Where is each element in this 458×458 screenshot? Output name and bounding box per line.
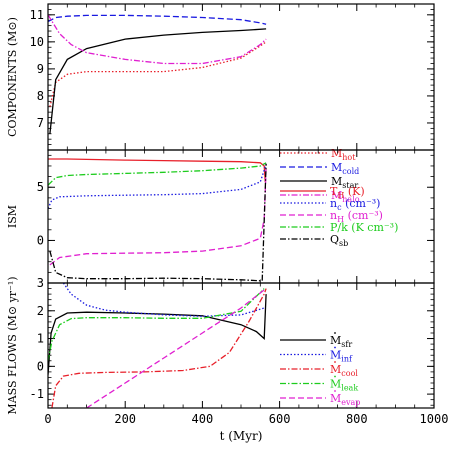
legend-main: M xyxy=(330,349,341,362)
legend-sub: star xyxy=(342,181,358,190)
y-tick-label: -1 xyxy=(30,387,44,401)
legend-main: M xyxy=(330,378,341,391)
legend-main: T xyxy=(330,185,338,198)
series-Mdot_leak xyxy=(48,288,265,361)
y-tick-label: 7 xyxy=(37,116,44,130)
legend-main: M xyxy=(330,392,341,405)
legend-sub: c xyxy=(337,203,342,212)
legend-sub: sb xyxy=(339,239,348,248)
legend-entry-Mdot_cool: Mcool xyxy=(330,363,358,378)
panel-frame xyxy=(47,282,435,409)
legend-entry-T_H: TH (K) xyxy=(330,185,365,200)
series-Mdot_inf xyxy=(62,283,265,317)
legend-overdot xyxy=(334,346,336,349)
series-Mdot_evap xyxy=(86,289,265,408)
x-tick-label: 0 xyxy=(44,412,51,426)
legend-main: n xyxy=(330,197,337,210)
legend-entry-M_star: Mstar xyxy=(331,175,358,190)
legend-overdot xyxy=(334,390,336,392)
legend-main: M xyxy=(331,161,342,174)
legend-entry-P/k: P/k (K cm⁻³) xyxy=(330,221,398,234)
legend-sub: evap xyxy=(341,398,360,407)
series-n_H xyxy=(49,168,267,266)
series-M_halo xyxy=(48,14,267,65)
legend-sub: cold xyxy=(342,167,359,176)
y-tick-label: 0 xyxy=(37,233,44,247)
legend-entry-M_hot: Mhot xyxy=(331,147,356,162)
legend-main: M xyxy=(331,189,342,202)
legend-rest: (K) xyxy=(344,185,364,198)
y-axis-label: MASS FLOWS (M⊙ yr⁻¹) xyxy=(6,276,19,414)
legend-sub: cool xyxy=(341,369,358,378)
x-axis-label: t (Myr) xyxy=(220,429,263,443)
y-tick-label: 0 xyxy=(37,359,44,373)
legend-sub: inf xyxy=(341,355,353,364)
x-axis-tick-labels: 0 200 400 600 800 1000 xyxy=(44,412,448,426)
legend-overdot xyxy=(334,375,336,378)
legend-overdot xyxy=(334,361,336,363)
series-Mdot_cool xyxy=(51,288,267,408)
x-tick-label: 1000 xyxy=(420,412,449,426)
legend-entry-Mdot_sfr: Msfr xyxy=(330,334,352,349)
legend-main: M xyxy=(330,334,341,347)
legend-sub: H xyxy=(337,215,344,224)
legend-entry-Q_sb: Qsb xyxy=(330,233,348,248)
y-tick-label: 11 xyxy=(30,8,44,22)
panel-frame xyxy=(47,3,435,151)
legend-rest: (cm⁻³) xyxy=(342,197,381,210)
y-tick-label: 3 xyxy=(37,276,44,290)
legend-sub: leak xyxy=(341,384,358,393)
y-tick-label: 10 xyxy=(30,35,44,49)
legend-main: P/k xyxy=(330,221,348,234)
y-tick-label: 9 xyxy=(37,62,44,76)
legend-sub: hot xyxy=(342,153,356,162)
series-Q_sb xyxy=(49,163,267,282)
series-T_H xyxy=(48,158,266,182)
series-P/k xyxy=(48,162,267,186)
y-tick-label: 1 xyxy=(37,332,44,346)
legend-entry-M_halo: Mhalo xyxy=(331,189,360,204)
y-tick-label: 8 xyxy=(37,89,44,103)
x-tick-label: 400 xyxy=(192,412,214,426)
legend-main: M xyxy=(331,175,342,188)
series-M_hot xyxy=(49,41,267,107)
legend-sub: halo xyxy=(342,195,359,204)
x-tick-label: 200 xyxy=(114,412,136,426)
legend-main: M xyxy=(331,147,342,160)
legend-main: n xyxy=(330,209,337,222)
series-M_star xyxy=(49,28,267,134)
legend-sub: H xyxy=(337,191,344,200)
legend-rest: (cm⁻³) xyxy=(344,209,383,222)
x-tick-label: 800 xyxy=(346,412,368,426)
y-axis-label: COMPONENTS (M⊙) xyxy=(6,17,19,137)
legend-entry-M_cold: Mcold xyxy=(331,161,359,176)
y-axis-label: ISM xyxy=(6,205,19,228)
legend-sub: sfr xyxy=(341,340,352,349)
legend-entry-n_H: nH (cm⁻³) xyxy=(330,209,383,224)
legend-rest: (K cm⁻³) xyxy=(348,221,399,234)
legend-entry-Mdot_leak: Mleak xyxy=(330,378,358,393)
legend-overdot xyxy=(334,332,336,334)
series-n_c xyxy=(48,163,267,209)
legend-entry-Mdot_inf: Minf xyxy=(330,349,353,364)
legend-main: M xyxy=(330,363,341,376)
y-tick-label: 2 xyxy=(37,304,44,318)
y-tick-label: 5 xyxy=(37,180,44,194)
legend-entry-Mdot_evap: Mevap xyxy=(330,392,360,407)
x-tick-label: 600 xyxy=(269,412,291,426)
legend-entry-n_c: nc (cm⁻³) xyxy=(330,197,380,212)
legend-main: Q xyxy=(330,233,339,246)
series-M_cold xyxy=(48,14,267,25)
